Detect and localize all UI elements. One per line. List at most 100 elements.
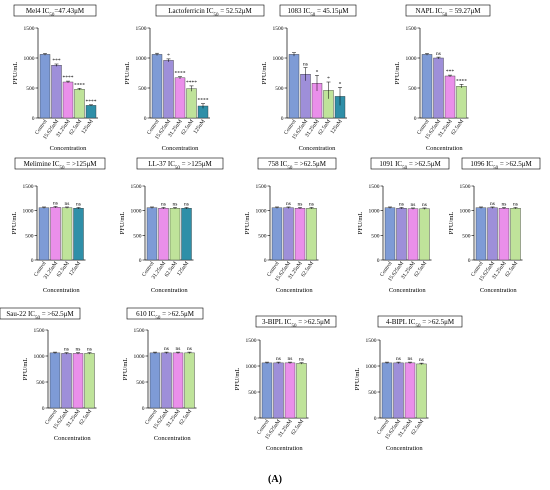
y-tick-label: 1500	[406, 26, 417, 32]
bar	[306, 207, 317, 261]
significance-label: ns	[436, 51, 441, 57]
chart-title: 1096 IC50 = >62.5μM	[470, 160, 532, 171]
y-tick-label: 0	[468, 258, 471, 264]
x-axis-label: Concentration	[276, 287, 314, 294]
x-axis-label: Concentration	[54, 435, 92, 442]
bar	[456, 85, 467, 119]
significance-label: *	[167, 53, 170, 59]
category-label: 125uM	[81, 119, 95, 136]
y-tick-label: 1500	[460, 184, 471, 190]
bar	[62, 81, 74, 119]
category-label: 125uM	[330, 119, 344, 136]
category-label: 125uM	[68, 261, 82, 278]
y-tick-label: 500	[248, 390, 257, 396]
y-tick-label: 0	[374, 416, 377, 422]
y-tick-label: 0	[281, 116, 284, 122]
chart-title-box	[370, 157, 450, 170]
bar	[421, 54, 433, 119]
significance-label: ns	[513, 201, 518, 207]
significance-label: ns	[187, 346, 192, 352]
significance-label: ns	[286, 201, 291, 207]
y-tick-label: 1500	[136, 26, 147, 32]
bar	[419, 208, 430, 261]
bar	[74, 88, 85, 119]
chart-title-box	[14, 157, 106, 170]
x-axis-label: Concentration	[50, 145, 88, 152]
y-tick-label: 500	[138, 86, 147, 92]
significance-label: ****	[86, 99, 97, 105]
category-label: 62.5uM	[68, 119, 83, 137]
chart-title-box	[377, 315, 463, 328]
significance-label: ns	[490, 201, 495, 207]
category-label: 62.5uM	[56, 261, 71, 279]
x-axis-label: Concentration	[299, 145, 337, 152]
chart-title-box	[155, 4, 265, 17]
bar	[487, 207, 498, 261]
y-tick-label: 500	[371, 233, 380, 239]
x-axis-label: Concentration	[266, 445, 304, 452]
y-tick-label: 1000	[460, 209, 471, 215]
category-label: 125uM	[193, 119, 207, 136]
bar	[498, 207, 510, 261]
chart-title-box	[13, 4, 97, 17]
y-tick-label: 500	[26, 86, 35, 92]
bar	[404, 362, 416, 419]
y-axis-label: PFU/mL	[244, 212, 251, 235]
significance-label: ns	[303, 62, 308, 68]
y-axis-label: PFU/mL	[234, 368, 241, 391]
y-tick-label: 500	[275, 86, 284, 92]
chart-title-box	[126, 307, 204, 320]
y-tick-label: 0	[414, 116, 417, 122]
chart-panel: 1091 IC50 = >62.5μM 0 500 1000 1500 PFU/mL Con…	[357, 157, 450, 294]
significance-label: ns	[53, 200, 58, 206]
chart-title: NAPL IC50 = 59.27μM	[416, 7, 482, 18]
bar	[146, 207, 158, 261]
chart-panel: 3-BIPL IC50 = >62.5μM 0 500 1000 1500 PFU/mL C…	[234, 315, 337, 452]
bar	[288, 54, 300, 119]
chart-title: 4-BIPL IC50 = >62.5μM	[386, 318, 455, 329]
significance-label: ns	[309, 201, 314, 207]
bar	[283, 207, 294, 261]
y-axis-label: PFU/mL	[12, 62, 19, 85]
bar	[407, 208, 419, 261]
y-axis-label: PFU/mL	[394, 62, 401, 85]
chart-panel: 1083 IC50 = 45.15μM 0 500 1000 1500 PFU/mL Con…	[261, 4, 357, 152]
bar	[84, 353, 95, 409]
significance-label: ns	[176, 346, 181, 352]
significance-label: ns	[276, 356, 281, 362]
significance-label: ns	[408, 356, 413, 362]
significance-label: ns	[419, 357, 424, 363]
significance-label: ****	[74, 82, 85, 88]
significance-label: ns	[164, 346, 169, 352]
significance-label: *	[316, 69, 319, 75]
significance-label: ns	[76, 347, 81, 353]
chart-title-box	[136, 157, 224, 170]
bar	[384, 207, 396, 261]
chart-panel: 4-BIPL IC50 = >62.5μM 0 500 1000 1500 PFU/mL C…	[354, 315, 463, 452]
significance-label: ns	[161, 201, 166, 207]
bar	[273, 362, 284, 419]
bar	[181, 207, 192, 261]
chart-panel: Lactoferricin IC50 = 52.52μM 0 500 1000 1500…	[124, 4, 265, 152]
bar	[163, 60, 174, 119]
chart-panel: LL-37 IC50 = >125μM 0 500 1000 1500 PFU/mL Con…	[119, 157, 224, 294]
chart-title-box	[279, 4, 357, 17]
x-axis-label: Concentration	[151, 287, 189, 294]
significance-label: ns	[298, 201, 303, 207]
bar	[39, 54, 51, 119]
y-tick-label: 500	[258, 233, 267, 239]
category-label: 62.5uM	[317, 119, 332, 137]
bar	[73, 207, 84, 261]
y-axis-label: PFU/mL	[354, 368, 361, 391]
significance-label: ****	[198, 98, 209, 104]
y-tick-label: 500	[133, 233, 142, 239]
y-tick-label: 1500	[131, 184, 142, 190]
significance-label: *	[327, 76, 330, 82]
y-tick-label: 500	[462, 233, 471, 239]
chart-title: 1091 IC50 = >62.5μM	[379, 160, 441, 171]
bar	[151, 54, 163, 119]
chart-panel: NAPL IC50 = 59.27μM 0 500 1000 1500 PFU/mL Con…	[394, 4, 491, 152]
x-axis-label: Concentration	[389, 287, 427, 294]
y-tick-label: 1500	[369, 184, 380, 190]
